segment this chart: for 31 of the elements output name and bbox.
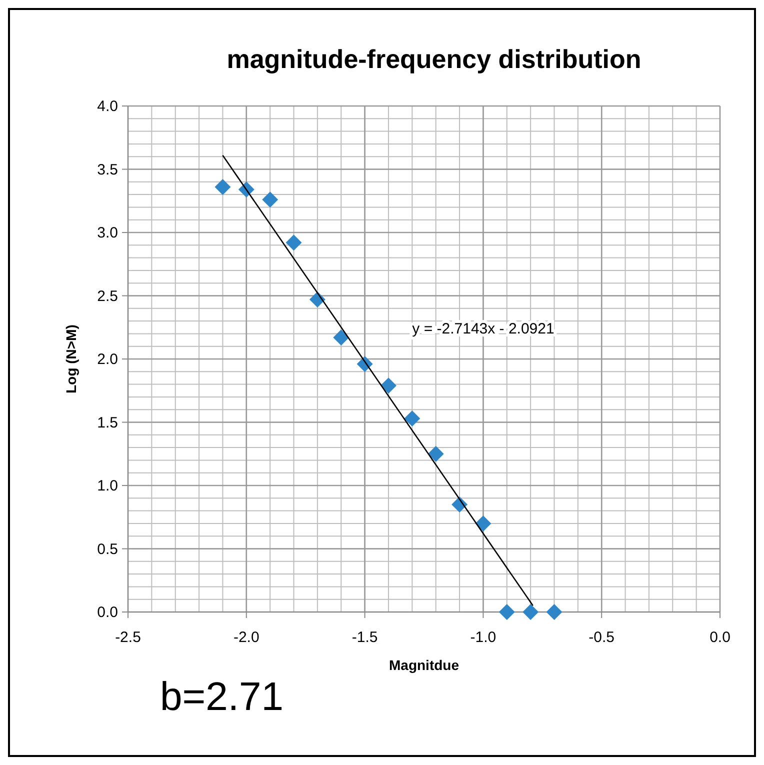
x-tick-label: -1.5	[352, 629, 378, 646]
y-tick-label: 0.0	[97, 604, 118, 621]
text: b=2.71	[160, 675, 284, 719]
y-tick-label: 2.5	[97, 288, 118, 305]
point	[333, 329, 350, 346]
y-tick-label: 3.0	[97, 224, 118, 242]
x-tick-label: -2.0	[233, 629, 260, 646]
point	[428, 446, 444, 462]
y-tick-label: 1.5	[97, 414, 118, 432]
point	[404, 410, 420, 426]
y-tick-label: 0.5	[97, 540, 118, 558]
x-tick-label: -2.5	[115, 629, 141, 646]
point	[522, 604, 539, 620]
y-tick-label: 3.5	[97, 161, 118, 178]
y-axis-title: Log (N>M)	[63, 324, 79, 394]
point	[380, 378, 396, 394]
x-axis-title: Magnitdue	[389, 657, 460, 673]
y-tick-label: 1.0	[97, 478, 118, 494]
point	[262, 192, 278, 208]
x-tick-label: 0.0	[710, 629, 730, 646]
x-tick-label: -0.5	[588, 629, 615, 646]
chart-title: magnitude-frequency distribution	[226, 44, 642, 74]
annotation: y = -2.7143x - 2.0921	[412, 320, 554, 338]
point	[546, 604, 562, 620]
x-tick-label: -1.0	[470, 629, 496, 646]
point	[286, 234, 302, 251]
point	[498, 604, 515, 620]
y-tick-label: 4.0	[97, 98, 118, 115]
y-tick-label: 2.0	[97, 351, 118, 368]
point	[475, 515, 492, 532]
point	[214, 178, 231, 195]
